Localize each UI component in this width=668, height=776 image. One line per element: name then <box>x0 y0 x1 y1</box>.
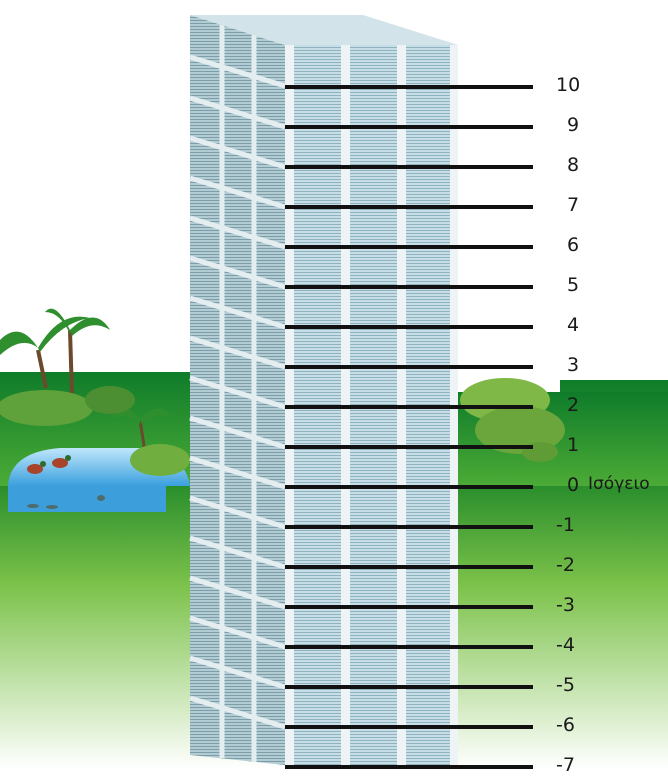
ground-floor-label: Ισόγειο <box>588 474 650 494</box>
floor-label-3: 3 <box>567 354 580 376</box>
floor-label-0: 0 <box>567 474 580 496</box>
floor-label-minus-2: -2 <box>556 554 575 576</box>
fish-icon <box>27 495 105 509</box>
bush-icon <box>0 378 565 476</box>
floor-label-minus-7: -7 <box>556 754 575 776</box>
level-lines <box>285 85 533 769</box>
floor-label-minus-1: -1 <box>556 514 575 536</box>
floor-label-minus-5: -5 <box>556 674 575 696</box>
floor-label-7: 7 <box>567 194 580 216</box>
floor-label-10: 10 <box>556 74 581 96</box>
floor-label-minus-3: -3 <box>556 594 575 616</box>
floor-label-2: 2 <box>567 394 580 416</box>
floor-label-minus-4: -4 <box>556 634 575 656</box>
floor-label-8: 8 <box>567 154 580 176</box>
building-side-dividers <box>189 25 286 762</box>
duck-icon <box>27 455 71 474</box>
floor-label-6: 6 <box>567 234 580 256</box>
building-roof <box>190 15 458 45</box>
floor-label-1: 1 <box>567 434 580 456</box>
floor-label-5: 5 <box>567 274 580 296</box>
floor-label-minus-6: -6 <box>556 714 575 736</box>
floor-label-4: 4 <box>567 314 580 336</box>
floor-label-9: 9 <box>567 114 580 136</box>
